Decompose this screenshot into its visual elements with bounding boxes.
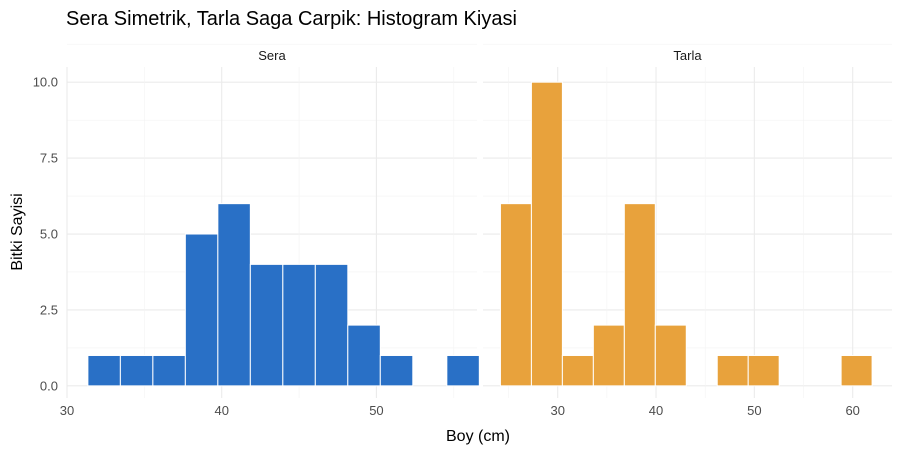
histogram-bar (747, 354, 780, 387)
histogram-bar (314, 263, 349, 387)
x-axis-title: Boy (cm) (446, 428, 510, 445)
histogram-bar (592, 324, 625, 387)
facet-panels: Sera 30 40 50 Tarla 30 40 50 60 0.0 2.5 5.0 7.5 10.0 (33, 43, 892, 418)
x-tick-label: 40 (214, 403, 228, 418)
histogram-bar (347, 324, 381, 387)
x-tick-label: 30 (60, 403, 74, 418)
histogram-bar (530, 81, 563, 387)
y-axis-title: Bitki Sayisi (9, 193, 26, 270)
histogram-bar (499, 203, 532, 387)
histogram-bar (623, 203, 656, 387)
histogram-bar (119, 354, 154, 387)
x-tick-label: 50 (369, 403, 383, 418)
histogram-bar (217, 203, 251, 387)
histogram-bar (184, 233, 219, 387)
facet-strip-label: Sera (258, 48, 286, 63)
x-tick-label: 40 (649, 403, 663, 418)
y-tick-label: 10.0 (33, 75, 58, 90)
histogram-bar (654, 324, 687, 387)
x-tick-label: 60 (845, 403, 859, 418)
histogram-bar (840, 354, 873, 387)
y-tick-label: 0.0 (40, 378, 58, 393)
histogram-bar (446, 354, 480, 387)
x-tick-label: 50 (747, 403, 761, 418)
panel-sera: Sera 30 40 50 (60, 43, 480, 418)
histogram-bar (249, 263, 284, 387)
histogram-bar (87, 354, 121, 387)
y-tick-label: 7.5 (40, 151, 58, 166)
histogram-bar (716, 354, 749, 387)
y-tick-label: 5.0 (40, 227, 58, 242)
y-tick-label: 2.5 (40, 302, 58, 317)
chart-title: Sera Simetrik, Tarla Saga Carpik: Histog… (66, 8, 517, 30)
panel-tarla: Tarla 30 40 50 60 (483, 43, 892, 418)
histogram-bar (561, 354, 594, 387)
x-tick-label: 30 (550, 403, 564, 418)
histogram-bar (282, 263, 316, 387)
facet-strip-label: Tarla (673, 48, 702, 63)
histogram-bar (379, 354, 414, 387)
histogram-bar (152, 354, 186, 387)
